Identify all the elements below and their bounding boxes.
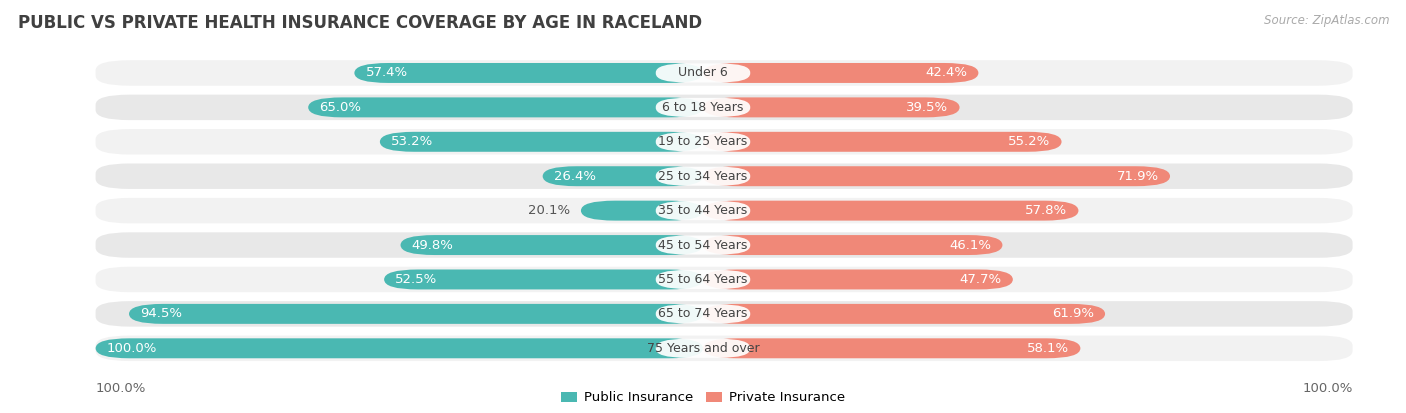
Text: 55 to 64 Years: 55 to 64 Years xyxy=(658,273,748,286)
Text: 26.4%: 26.4% xyxy=(554,170,596,183)
FancyBboxPatch shape xyxy=(96,338,703,358)
FancyBboxPatch shape xyxy=(96,129,1353,154)
Text: 57.8%: 57.8% xyxy=(1025,204,1067,217)
FancyBboxPatch shape xyxy=(655,98,751,117)
Text: 55.2%: 55.2% xyxy=(1008,135,1050,148)
Text: 53.2%: 53.2% xyxy=(391,135,433,148)
FancyBboxPatch shape xyxy=(129,304,703,324)
FancyBboxPatch shape xyxy=(703,97,959,117)
FancyBboxPatch shape xyxy=(96,232,1353,258)
FancyBboxPatch shape xyxy=(354,63,703,83)
FancyBboxPatch shape xyxy=(703,201,1078,221)
Text: 25 to 34 Years: 25 to 34 Years xyxy=(658,170,748,183)
Text: 100.0%: 100.0% xyxy=(107,342,157,355)
FancyBboxPatch shape xyxy=(308,97,703,117)
Text: 39.5%: 39.5% xyxy=(907,101,948,114)
Text: 20.1%: 20.1% xyxy=(527,204,569,217)
Text: 6 to 18 Years: 6 to 18 Years xyxy=(662,101,744,114)
FancyBboxPatch shape xyxy=(655,132,751,151)
FancyBboxPatch shape xyxy=(655,167,751,186)
FancyBboxPatch shape xyxy=(703,166,1170,186)
FancyBboxPatch shape xyxy=(96,335,1353,361)
FancyBboxPatch shape xyxy=(703,63,979,83)
FancyBboxPatch shape xyxy=(655,235,751,254)
FancyBboxPatch shape xyxy=(96,95,1353,120)
FancyBboxPatch shape xyxy=(703,304,1105,324)
Text: 94.5%: 94.5% xyxy=(141,307,183,320)
Text: 75 Years and over: 75 Years and over xyxy=(647,342,759,355)
Text: PUBLIC VS PRIVATE HEALTH INSURANCE COVERAGE BY AGE IN RACELAND: PUBLIC VS PRIVATE HEALTH INSURANCE COVER… xyxy=(18,14,703,33)
FancyBboxPatch shape xyxy=(581,201,703,221)
Text: 61.9%: 61.9% xyxy=(1052,307,1094,320)
FancyBboxPatch shape xyxy=(703,269,1012,290)
FancyBboxPatch shape xyxy=(655,64,751,83)
FancyBboxPatch shape xyxy=(380,132,703,152)
FancyBboxPatch shape xyxy=(96,301,1353,327)
FancyBboxPatch shape xyxy=(703,235,1002,255)
Text: 52.5%: 52.5% xyxy=(395,273,437,286)
Text: 49.8%: 49.8% xyxy=(412,239,454,252)
Text: 58.1%: 58.1% xyxy=(1026,342,1069,355)
FancyBboxPatch shape xyxy=(96,60,1353,86)
FancyBboxPatch shape xyxy=(655,201,751,220)
Text: 42.4%: 42.4% xyxy=(925,66,967,79)
Legend: Public Insurance, Private Insurance: Public Insurance, Private Insurance xyxy=(561,392,845,404)
Text: 65.0%: 65.0% xyxy=(319,101,361,114)
FancyBboxPatch shape xyxy=(384,269,703,290)
FancyBboxPatch shape xyxy=(703,132,1062,152)
FancyBboxPatch shape xyxy=(703,338,1080,358)
FancyBboxPatch shape xyxy=(96,198,1353,223)
FancyBboxPatch shape xyxy=(655,339,751,358)
Text: 47.7%: 47.7% xyxy=(959,273,1001,286)
Text: 46.1%: 46.1% xyxy=(949,239,991,252)
FancyBboxPatch shape xyxy=(543,166,703,186)
Text: 35 to 44 Years: 35 to 44 Years xyxy=(658,204,748,217)
Text: 65 to 74 Years: 65 to 74 Years xyxy=(658,307,748,320)
FancyBboxPatch shape xyxy=(655,270,751,289)
Text: 45 to 54 Years: 45 to 54 Years xyxy=(658,239,748,252)
Text: 19 to 25 Years: 19 to 25 Years xyxy=(658,135,748,148)
Text: Source: ZipAtlas.com: Source: ZipAtlas.com xyxy=(1264,14,1389,27)
Text: 100.0%: 100.0% xyxy=(96,382,146,395)
Text: 57.4%: 57.4% xyxy=(366,66,408,79)
Text: 100.0%: 100.0% xyxy=(1302,382,1353,395)
Text: 71.9%: 71.9% xyxy=(1116,170,1159,183)
Text: Under 6: Under 6 xyxy=(678,66,728,79)
FancyBboxPatch shape xyxy=(401,235,703,255)
FancyBboxPatch shape xyxy=(655,304,751,323)
FancyBboxPatch shape xyxy=(96,267,1353,292)
FancyBboxPatch shape xyxy=(96,164,1353,189)
